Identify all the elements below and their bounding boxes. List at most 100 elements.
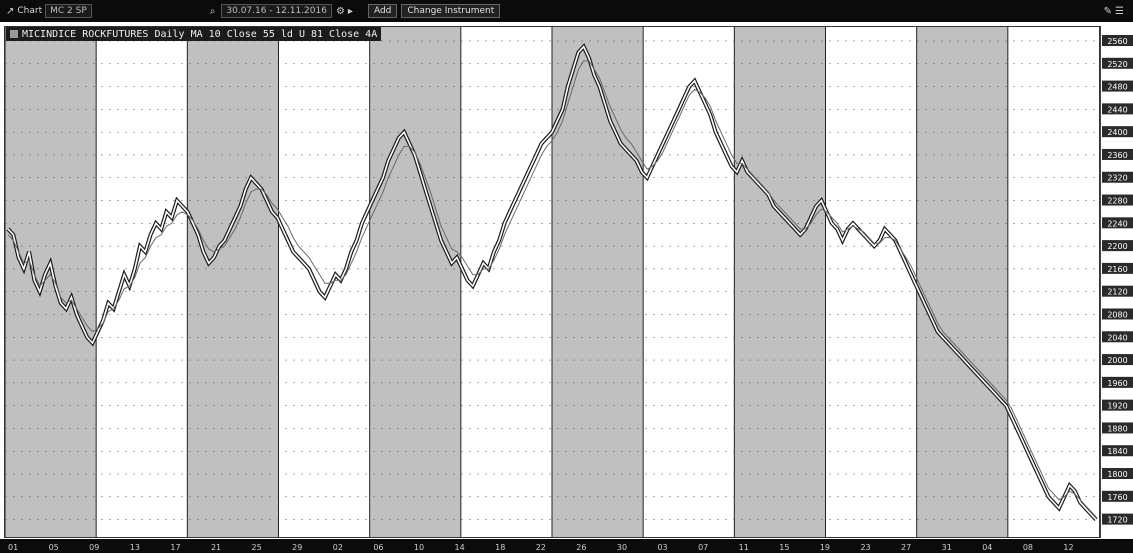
price-tick-bg	[1102, 57, 1133, 69]
instrument-search-input[interactable]: MC 2 SP	[45, 4, 92, 18]
price-tick-label: 2400	[1107, 128, 1127, 137]
time-tick-label: 17	[170, 543, 180, 552]
session-band	[5, 27, 97, 537]
time-tick-label: 09	[89, 543, 99, 552]
time-tick-label: 12	[1063, 543, 1073, 552]
date-range-field[interactable]: 30.07.16 - 12.11.2016	[221, 4, 332, 18]
price-tick-bg	[1102, 513, 1133, 525]
time-tick-label: 04	[982, 543, 992, 552]
price-tick-label: 1960	[1107, 379, 1127, 388]
price-tick-label: 2080	[1107, 310, 1127, 319]
price-tick-bg	[1102, 354, 1133, 366]
price-tick-label: 2120	[1107, 288, 1127, 297]
price-tick-bg	[1102, 285, 1133, 297]
chart-toolbar: ↗ Chart MC 2 SP ⌕ 30.07.16 - 12.11.2016 …	[0, 0, 1133, 22]
time-tick-label: 21	[211, 543, 221, 552]
price-chart[interactable]	[4, 27, 1099, 537]
time-tick-label: 27	[901, 543, 911, 552]
price-tick-bg	[1102, 194, 1133, 206]
price-tick-label: 2040	[1107, 333, 1127, 342]
search-icon: ⌕	[209, 5, 216, 17]
price-tick-label: 1760	[1107, 493, 1127, 502]
settings-icon[interactable]: ⚙	[335, 5, 345, 17]
price-tick-bg	[1102, 376, 1133, 388]
play-icon[interactable]: ▸	[347, 5, 353, 17]
price-tick-label: 2480	[1107, 83, 1127, 92]
menu-icon[interactable]: ☰	[1115, 5, 1124, 17]
price-tick-bg	[1102, 422, 1133, 434]
time-tick-label: 01	[8, 543, 18, 552]
price-tick-label: 2520	[1107, 60, 1127, 69]
chart-icon: ↗	[6, 5, 15, 17]
price-tick-bg	[1102, 240, 1133, 252]
time-tick-label: 02	[333, 543, 343, 552]
price-series-line	[7, 45, 1097, 521]
time-tick-label: 22	[536, 543, 546, 552]
price-tick-label: 1720	[1107, 516, 1127, 525]
time-tick-label: 26	[576, 543, 586, 552]
price-tick-bg	[1102, 490, 1133, 502]
price-tick-label: 1920	[1107, 402, 1127, 411]
price-tick-label: 2440	[1107, 105, 1127, 114]
session-band	[552, 27, 644, 537]
session-band	[916, 27, 1008, 537]
price-tick-bg	[1102, 331, 1133, 343]
price-tick-label: 2320	[1107, 174, 1127, 183]
price-tick-bg	[1102, 126, 1133, 138]
time-axis-labels: 01 05 09 13 17 21 25 29 02 06 10 14 18 22 26 30 03 07 11 15…	[8, 543, 1074, 552]
time-tick-label: 11	[739, 543, 749, 552]
price-tick-label: 1880	[1107, 424, 1127, 433]
legend-color-swatch	[10, 30, 18, 38]
chart-panel[interactable]	[4, 26, 1100, 538]
price-tick-label: 2280	[1107, 197, 1127, 206]
price-tick-label: 2200	[1107, 242, 1127, 251]
time-tick-label: 10	[414, 543, 424, 552]
session-band	[187, 27, 279, 537]
time-axis[interactable]: 01 05 09 13 17 21 25 29 02 06 10 14 18 22 26 30 03 07 11 15…	[0, 539, 1133, 553]
price-tick-label: 1840	[1107, 447, 1127, 456]
price-tick-label: 2160	[1107, 265, 1127, 274]
time-tick-label: 03	[657, 543, 667, 552]
price-tick-label: 2360	[1107, 151, 1127, 160]
price-tick-bg	[1102, 35, 1133, 46]
price-tick-bg	[1102, 308, 1133, 320]
window-controls: ✎ ☰	[1104, 6, 1127, 17]
add-change-group: Add Change Instrument	[364, 4, 501, 18]
price-tick-label: 2240	[1107, 219, 1127, 228]
price-tick-bg	[1102, 445, 1133, 457]
time-tick-label: 30	[617, 543, 627, 552]
time-tick-label: 13	[130, 543, 140, 552]
price-tick-label: 2560	[1107, 37, 1127, 46]
legend-text: MICINDICE ROCKFUTURES Daily MA 10 Close …	[22, 28, 378, 40]
session-band	[734, 27, 826, 537]
time-tick-label: 31	[942, 543, 952, 552]
change-instrument-button[interactable]: Change Instrument	[401, 4, 501, 18]
chart-label: Chart	[17, 6, 43, 16]
time-tick-label: 06	[373, 543, 383, 552]
price-tick-bg	[1102, 468, 1133, 480]
date-range-control[interactable]: ⌕ 30.07.16 - 12.11.2016 ⚙ ▸	[210, 4, 356, 18]
time-tick-label: 14	[455, 543, 465, 552]
price-tick-bg	[1102, 262, 1133, 274]
chart-menu[interactable]: ↗ Chart MC 2 SP	[6, 4, 92, 18]
session-band	[369, 27, 461, 537]
price-tick-bg	[1102, 217, 1133, 229]
time-tick-label: 07	[698, 543, 708, 552]
indicator-legend[interactable]: MICINDICE ROCKFUTURES Daily MA 10 Close …	[6, 27, 382, 41]
price-tick-bg	[1102, 171, 1133, 183]
time-tick-label: 18	[495, 543, 505, 552]
price-tick-label: 2000	[1107, 356, 1127, 365]
time-tick-label: 23	[860, 543, 870, 552]
price-tick-bg	[1102, 399, 1133, 411]
time-tick-label: 15	[779, 543, 789, 552]
time-tick-label: 05	[49, 543, 59, 552]
edit-icon[interactable]: ✎	[1103, 5, 1113, 17]
time-tick-label: 19	[820, 543, 830, 552]
price-tick-bg	[1102, 148, 1133, 160]
price-tick-bg	[1102, 103, 1133, 115]
add-button[interactable]: Add	[367, 4, 398, 18]
time-tick-label: 25	[252, 543, 262, 552]
price-axis[interactable]: 2560 2520 2480 2440 2400 2360 2320 2280 2240 2200…	[1100, 26, 1133, 538]
price-axis-labels: 2560 2520 2480 2440 2400 2360 2320 2280 2240 2200…	[1102, 35, 1133, 525]
time-tick-label: 08	[1023, 543, 1033, 552]
